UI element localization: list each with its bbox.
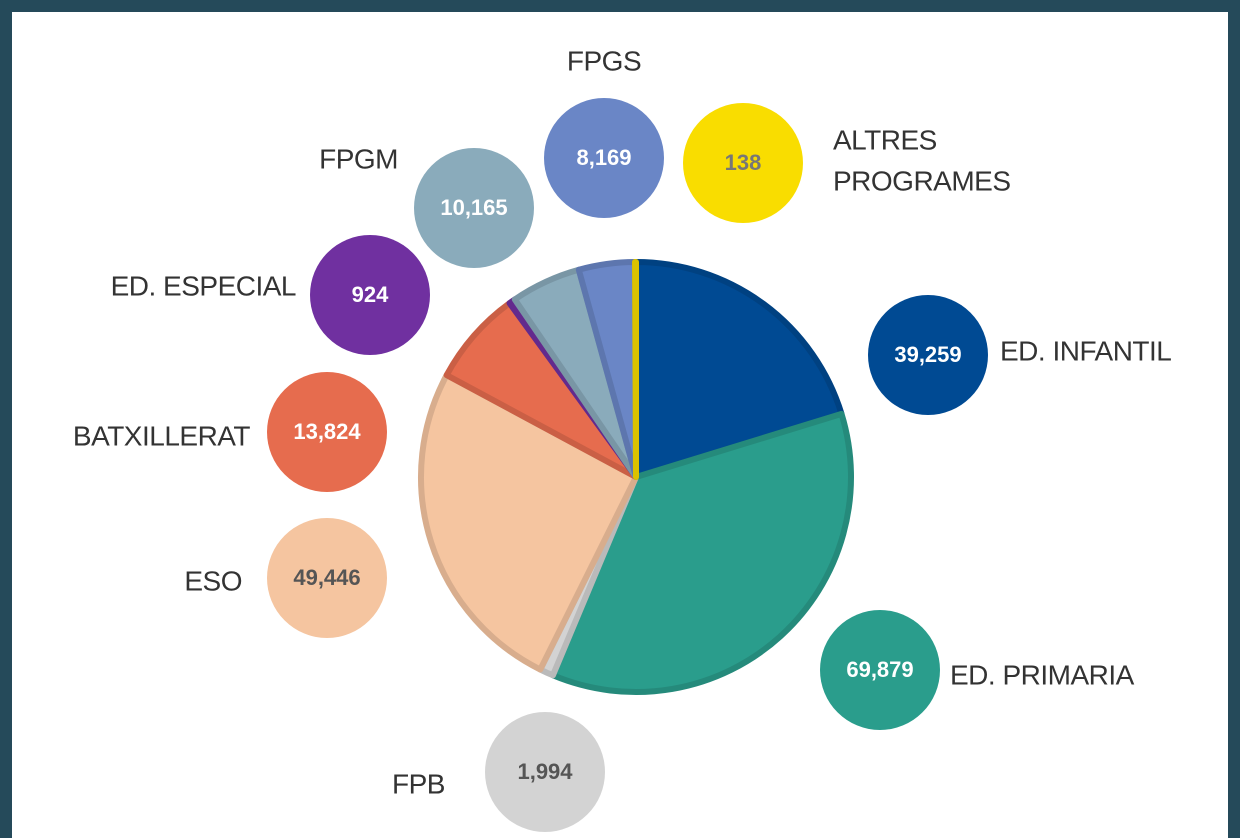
value-label: 13,824 — [293, 419, 361, 444]
value-bubble — [414, 148, 534, 268]
value-label: 8,169 — [576, 145, 631, 170]
category-label: FPGM — [319, 143, 398, 175]
category-label: FPB — [392, 768, 445, 800]
value-bubble — [310, 235, 430, 355]
value-label: 69,879 — [846, 657, 913, 682]
value-label: 49,446 — [293, 565, 360, 590]
category-label: ALTRES PROGRAMES — [833, 124, 1011, 196]
value-label: 10,165 — [440, 195, 507, 220]
pie-slice — [633, 259, 845, 480]
category-label: FPGS — [566, 45, 642, 77]
value-label: 39,259 — [894, 342, 961, 367]
value-bubble — [267, 518, 387, 638]
pie-slice — [549, 410, 854, 695]
pie-slice — [632, 258, 639, 480]
value-bubble — [820, 610, 940, 730]
category-label: ED. PRIMARIA — [950, 659, 1134, 691]
value-bubble — [683, 103, 803, 223]
value-label: 924 — [352, 282, 389, 307]
value-label: 1,994 — [517, 759, 573, 784]
value-bubble — [267, 372, 387, 492]
value-bubble — [485, 712, 605, 832]
value-label: 138 — [725, 150, 762, 175]
category-label: ED. ESPECIAL — [110, 270, 297, 302]
category-label: ED. INFANTIL — [1000, 335, 1172, 367]
category-label: BATXILLERAT — [72, 420, 251, 452]
value-bubble — [544, 98, 664, 218]
value-bubble — [868, 295, 988, 415]
category-label: ESO — [184, 565, 242, 597]
